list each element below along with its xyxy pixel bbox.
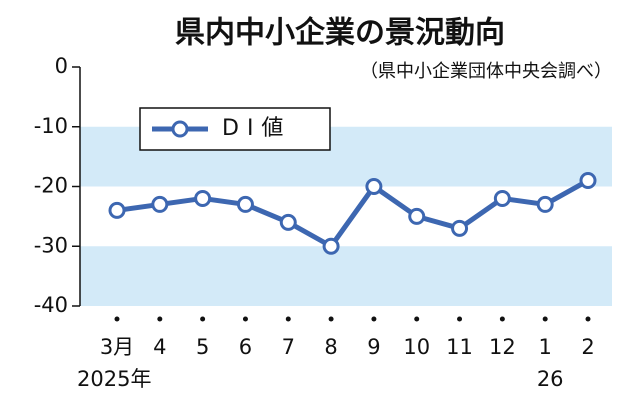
data-point xyxy=(236,195,254,213)
year-label: 2025年 xyxy=(77,367,151,391)
y-tick-label: 0 xyxy=(55,54,68,78)
x-tick-label: 10 xyxy=(403,335,430,359)
x-tick-dot xyxy=(285,316,291,322)
y-tick-label: -30 xyxy=(34,233,68,257)
y-tick-label: -10 xyxy=(34,114,68,138)
data-point xyxy=(108,201,126,219)
data-point xyxy=(493,189,511,207)
data-point xyxy=(451,219,469,237)
x-tick-dot xyxy=(499,316,505,322)
data-line xyxy=(116,178,590,249)
x-tick-dot xyxy=(457,316,463,322)
chart-title: 県内中小企業の景況動向 xyxy=(175,16,505,51)
data-point xyxy=(151,195,169,213)
x-tick-label: 1 xyxy=(538,335,551,359)
shaded-band xyxy=(80,246,612,306)
x-tick-dot xyxy=(200,316,206,322)
x-tick-label: 6 xyxy=(239,335,252,359)
data-point xyxy=(408,207,426,225)
x-tick-label: 8 xyxy=(324,335,337,359)
x-tick-dot xyxy=(414,316,420,322)
x-tick-label: 12 xyxy=(489,335,516,359)
data-point xyxy=(279,213,297,231)
year-label: 26 xyxy=(537,367,564,391)
chart-subtitle: （県中小企業団体中央会調べ） xyxy=(360,61,612,82)
x-tick-label: 4 xyxy=(153,335,166,359)
x-tick-dot xyxy=(157,316,163,322)
x-tick-label: 3月 xyxy=(100,335,134,359)
data-point xyxy=(322,237,340,255)
x-tick-dot xyxy=(328,316,334,322)
x-tick-label: 11 xyxy=(446,335,473,359)
x-tick-dot xyxy=(585,316,591,322)
x-tick-dot xyxy=(542,316,548,322)
x-tick-dot xyxy=(371,316,377,322)
data-point xyxy=(536,195,554,213)
data-point xyxy=(579,172,597,190)
data-point xyxy=(194,189,212,207)
x-tick-label: 7 xyxy=(282,335,295,359)
y-tick-label: -40 xyxy=(34,293,68,317)
x-tick-dot xyxy=(242,316,248,322)
x-tick-label: 2 xyxy=(581,335,594,359)
x-tick-label: 9 xyxy=(367,335,380,359)
x-tick-dot xyxy=(114,316,120,322)
legend-marker xyxy=(171,120,189,138)
y-tick-label: -20 xyxy=(34,174,68,198)
legend-label: DI値 xyxy=(222,116,291,141)
data-point xyxy=(365,178,383,195)
x-tick-label: 5 xyxy=(196,335,209,359)
